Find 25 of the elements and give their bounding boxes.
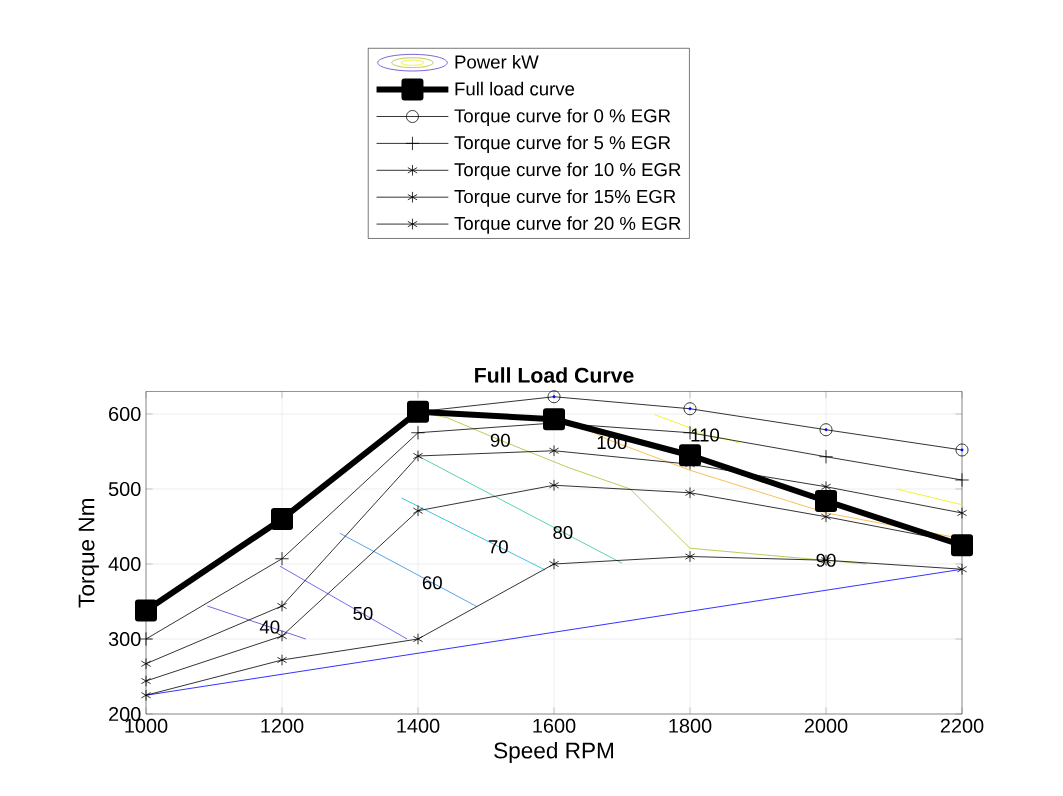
y-tick-label: 300 (108, 631, 141, 647)
legend-label: Torque curve for 5 % EGR (454, 135, 671, 153)
x-axis-title: Speed RPM (494, 741, 613, 763)
chart-title: Full Load Curve (475, 367, 634, 383)
x-tick-label: 1200 (261, 718, 304, 733)
legend-label: Full load curve (455, 81, 575, 96)
annotation: 80 (553, 525, 573, 540)
y-tick-label: 600 (109, 406, 141, 422)
x-tick-label: 2000 (804, 718, 848, 733)
legend-label: Torque curve for 10 % EGR (454, 162, 681, 180)
annotation: 40 (259, 620, 280, 634)
x-tick-label: 1600 (533, 718, 576, 733)
x-tick-label: 2200 (940, 718, 984, 733)
legend-label: Torque curve for 0 % EGR (454, 108, 671, 127)
annotation: 90 (490, 433, 510, 447)
y-tick-label: 500 (108, 481, 141, 497)
annotation: 60 (422, 576, 442, 590)
y-axis-title: Torque Nm (78, 499, 99, 608)
legend-label: Torque curve for 15% EGR (454, 189, 676, 207)
x-tick-label: 1400 (397, 718, 440, 733)
annotation: 50 (353, 606, 373, 621)
legend-label: Power kW (455, 54, 539, 69)
legend-label: Torque curve for 20 % EGR (454, 216, 681, 234)
x-tick-label: 1800 (669, 718, 712, 733)
y-tick-label: 400 (108, 556, 141, 572)
